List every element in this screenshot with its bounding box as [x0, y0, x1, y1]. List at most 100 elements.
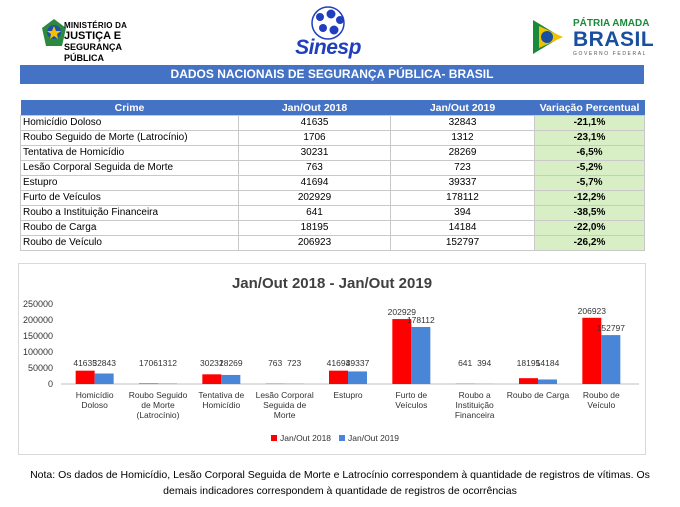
header-crime: Crime [20, 100, 239, 116]
table-header-row: Crime Jan/Out 2018 Jan/Out 2019 Variação… [20, 100, 645, 116]
bar-2019 [538, 379, 557, 384]
table-row: Roubo a Instituição Financeira 641 394 -38,… [20, 205, 645, 221]
value-2019-cell: 1312 [390, 130, 535, 146]
brasil-line-2: BRASIL [573, 28, 655, 51]
data-label: 14184 [536, 358, 560, 368]
legend-swatch-2019 [339, 435, 345, 441]
value-2019-cell: 32843 [390, 115, 535, 131]
value-2019-cell: 14184 [390, 220, 535, 236]
variation-cell: -26,2% [534, 235, 645, 251]
y-tick-label: 50000 [28, 363, 53, 373]
data-label: 28269 [219, 358, 243, 368]
table-row: Estupro 41694 39337 -5,7% [20, 175, 645, 191]
variation-cell: -22,0% [534, 220, 645, 236]
value-2018-cell: 41694 [238, 175, 391, 191]
bar-2018 [202, 374, 222, 384]
crime-cell: Estupro [20, 175, 239, 191]
bar-2019 [94, 373, 114, 384]
chart-title: Jan/Out 2018 - Jan/Out 2019 [232, 275, 432, 292]
data-label: 1312 [158, 358, 177, 368]
x-tick-label: Doloso [81, 400, 108, 410]
value-2019-cell: 394 [390, 205, 535, 221]
bar-2019 [348, 371, 367, 384]
crime-table: Crime Jan/Out 2018 Jan/Out 2019 Variação… [20, 100, 645, 251]
data-label: 641 [458, 358, 472, 368]
variation-cell: -38,5% [534, 205, 645, 221]
bar-2018 [329, 370, 348, 384]
brasil-line-1: PÁTRIA AMADA [573, 18, 650, 29]
ministry-logo: MINISTÉRIO DA JUSTIÇA E SEGURANÇA PÚBLIC… [34, 14, 144, 63]
x-tick-label: Financeira [455, 410, 495, 420]
table-row: Roubo de Veículo 206923 152797 -26,2% [20, 235, 645, 251]
value-2018-cell: 202929 [238, 190, 391, 206]
value-2019-cell: 723 [390, 160, 535, 176]
page-title-banner: DADOS NACIONAIS DE SEGURANÇA PÚBLICA- BR… [20, 65, 644, 84]
x-tick-label: Tentativa de [198, 390, 244, 400]
x-tick-label: Lesão Corporal [256, 390, 314, 400]
value-2019-cell: 152797 [390, 235, 535, 251]
crime-cell: Roubo de Carga [20, 220, 239, 236]
data-label: 723 [287, 358, 301, 368]
x-tick-label: Roubo a [459, 390, 491, 400]
table-row: Homicídio Doloso 41635 32843 -21,1% [20, 115, 645, 131]
bar-2018 [75, 370, 95, 384]
value-2018-cell: 41635 [238, 115, 391, 131]
variation-cell: -6,5% [534, 145, 645, 161]
bar-2018 [392, 319, 412, 384]
x-tick-label: (Latrocínio) [137, 410, 180, 420]
value-2018-cell: 763 [238, 160, 391, 176]
data-label: 1706 [139, 358, 158, 368]
data-label: 763 [268, 358, 282, 368]
data-label: 394 [477, 358, 491, 368]
crime-cell: Roubo Seguido de Morte (Latrocínio) [20, 130, 239, 146]
data-label: 178112 [407, 315, 435, 325]
x-tick-label: Veículos [395, 400, 427, 410]
value-2018-cell: 641 [238, 205, 391, 221]
brasil-line-3: GOVERNO FEDERAL [573, 51, 648, 57]
footnote-line-1: Nota: Os dados de Homicídio, Lesão Corpo… [30, 469, 650, 481]
value-2019-cell: 178112 [390, 190, 535, 206]
legend-label: Jan/Out 2018 [280, 433, 331, 443]
header-variation: Variação Percentual [534, 100, 645, 116]
data-label: 41635 [73, 358, 97, 368]
crime-cell: Roubo de Veículo [20, 235, 239, 251]
table-row: Tentativa de Homicídio 30231 28269 -6,5% [20, 145, 645, 161]
x-tick-label: Roubo de Carga [507, 390, 570, 400]
variation-cell: -12,2% [534, 190, 645, 206]
sinesp-globe-icon [311, 6, 345, 40]
header-2019: Jan/Out 2019 [390, 100, 535, 116]
value-2018-cell: 1706 [238, 130, 391, 146]
crime-cell: Furto de Veículos [20, 190, 239, 206]
bar-chart-svg: Jan/Out 2018 - Jan/Out 2019 250000 200000 1… [23, 275, 639, 443]
footnote-line-2: demais indicadores correspondem à quanti… [163, 485, 517, 497]
table-row: Furto de Veículos 202929 178112 -12,2% [20, 190, 645, 206]
header: MINISTÉRIO DA JUSTIÇA E SEGURANÇA PÚBLIC… [0, 0, 680, 63]
data-label: 206923 [578, 306, 607, 316]
variation-cell: -23,1% [534, 130, 645, 146]
variation-cell: -5,7% [534, 175, 645, 191]
y-tick-label: 150000 [23, 331, 53, 341]
legend-swatch-2018 [271, 435, 277, 441]
variation-cell: -21,1% [534, 115, 645, 131]
table-row: Roubo de Carga 18195 14184 -22,0% [20, 220, 645, 236]
crime-cell: Tentativa de Homicídio [20, 145, 239, 161]
legend-label: Jan/Out 2019 [348, 433, 399, 443]
x-tick-label: Instituição [456, 400, 495, 410]
value-2018-cell: 206923 [238, 235, 391, 251]
coat-of-arms-icon [42, 19, 66, 46]
data-label: 152797 [597, 323, 626, 333]
table-row: Lesão Corporal Seguida de Morte 763 723 -5,… [20, 160, 645, 176]
ministry-line-3: SEGURANÇA PÚBLICA [64, 42, 122, 63]
x-tick-label: Veículo [587, 400, 615, 410]
y-tick-label: 100000 [23, 347, 53, 357]
crime-cell: Homicídio Doloso [20, 115, 239, 131]
x-tick-label: Homicídio [76, 390, 114, 400]
crime-cell: Roubo a Instituição Financeira [20, 205, 239, 221]
x-tick-label: Estupro [333, 390, 363, 400]
header-2018: Jan/Out 2018 [238, 100, 391, 116]
bar-chart: Jan/Out 2018 - Jan/Out 2019 250000 200000 1… [18, 263, 646, 455]
x-tick-label: Furto de [396, 390, 428, 400]
sinesp-logo: Sinesp [268, 6, 388, 59]
governo-federal-logo: PÁTRIA AMADA BRASIL GOVERNO FEDERAL [533, 18, 655, 58]
value-2018-cell: 18195 [238, 220, 391, 236]
